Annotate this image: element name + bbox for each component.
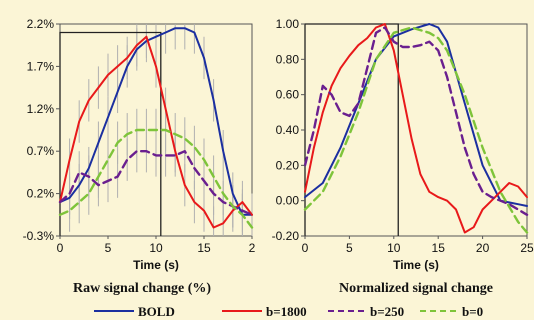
y-tick-label-norm: 0.20 (276, 158, 300, 172)
y-tick-label-raw: 0.7% (27, 144, 55, 158)
series-line-b-250-norm (303, 26, 529, 217)
x-tick-label-raw: 2 (249, 241, 256, 255)
x-tick-label-raw: 0 (57, 241, 64, 255)
series-line-b-1800-raw (59, 35, 253, 229)
series-line-b-0-raw (58, 128, 254, 229)
series-line-bold-raw (59, 27, 253, 216)
chart-normalized-title: Normalized signal change (339, 281, 493, 296)
chart-raw-signal: -0.3% 0.2% 0.7% 1.2% 1.7% 2.2% 0 5 10 15 2 Time (s) (23, 17, 256, 272)
y-tick-label-norm: 0.40 (276, 123, 300, 137)
x-tick-label-norm: 20 (476, 241, 490, 255)
y-tick-label-raw: 2.2% (27, 17, 55, 31)
y-tick-label-raw: -0.3% (23, 229, 55, 243)
legend: BOLD b=1800 b=250 b=0 (94, 304, 483, 319)
y-tick-label-norm: 0.60 (276, 88, 300, 102)
y-tick-label-raw: 0.2% (27, 187, 55, 201)
x-axis-label-norm: Time (s) (393, 258, 439, 272)
stimulus-box-raw (59, 31, 162, 236)
chart-raw-title: Raw signal change (%) (73, 281, 211, 296)
y-tick-label-norm: 1.00 (276, 17, 300, 31)
legend-label-b250: b=250 (370, 304, 404, 319)
x-tick-label-norm: 0 (302, 241, 309, 255)
y-tick-label-norm: 0.80 (276, 52, 300, 66)
legend-label-bold: BOLD (138, 304, 175, 319)
x-tick-label-norm: 25 (520, 241, 534, 255)
series-line-b-250-raw (58, 149, 254, 217)
chart-normalized-signal: -0.20 0.00 0.20 0.40 0.60 0.80 1.00 0 5 10 15 20 25 T… (272, 17, 534, 272)
y-tick-label-raw: 1.2% (27, 102, 55, 116)
x-tick-label-raw: 10 (149, 241, 163, 255)
series-line-bold-norm (304, 23, 528, 207)
y-tick-label-norm: 0.00 (276, 194, 300, 208)
x-tick-label-norm: 10 (387, 241, 401, 255)
x-tick-label-norm: 15 (432, 241, 446, 255)
plot-area-norm (304, 23, 528, 237)
x-axis-label-raw: Time (s) (133, 258, 179, 272)
x-tick-label-norm: 5 (346, 241, 353, 255)
series-line-b-1800-norm (304, 23, 528, 234)
x-tick-label-raw: 5 (105, 241, 112, 255)
y-tick-label-raw: 1.7% (27, 59, 55, 73)
legend-label-b0: b=0 (462, 304, 483, 319)
x-tick-label-raw: 15 (197, 241, 211, 255)
legend-label-b1800: b=1800 (266, 304, 307, 319)
series-line-b-0-norm (303, 26, 529, 234)
y-tick-label-norm: -0.20 (272, 229, 300, 243)
